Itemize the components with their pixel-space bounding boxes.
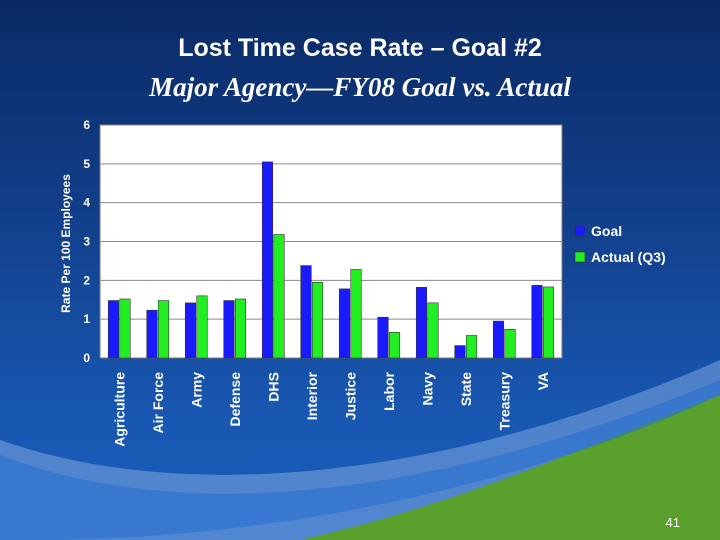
y-tick-label: 3 xyxy=(83,235,90,249)
bar-actual xyxy=(196,295,208,359)
bar-goal xyxy=(377,316,389,359)
y-tick-label: 6 xyxy=(83,118,90,132)
bar-actual xyxy=(350,269,362,359)
bar-actual xyxy=(234,298,247,359)
legend-swatch-goal xyxy=(574,225,586,237)
bar-actual xyxy=(119,298,131,359)
slide-subtitle: Major Agency—FY08 Goal vs. Actual xyxy=(149,72,571,102)
y-tick-label: 2 xyxy=(83,273,90,287)
bar-goal xyxy=(184,302,197,359)
swoosh-green-band xyxy=(300,395,720,540)
bar-goal xyxy=(492,320,505,359)
bar-actual xyxy=(427,302,439,359)
y-tick-label: 4 xyxy=(83,196,90,210)
bar-goal xyxy=(107,300,120,359)
gridlines xyxy=(100,124,562,320)
x-tick-label: Defense xyxy=(227,372,243,427)
bar-actual xyxy=(273,234,285,359)
x-tick-label: Army xyxy=(188,372,204,408)
y-axis-label: Rate Per 100 Employees xyxy=(59,174,73,313)
bar-actual xyxy=(311,281,324,359)
bar-goal xyxy=(531,285,543,359)
x-tick-label: State xyxy=(458,372,474,406)
legend-label-goal: Goal xyxy=(591,223,622,239)
bar-goal xyxy=(146,309,158,359)
bar-goal xyxy=(415,287,428,359)
x-tick-label: Interior xyxy=(304,371,320,420)
bars xyxy=(107,161,555,359)
y-axis-ticks: 0 1 2 3 4 5 6 xyxy=(83,118,90,365)
bar-goal xyxy=(300,265,312,359)
bar-goal xyxy=(261,161,274,359)
y-tick-label: 5 xyxy=(83,157,90,171)
x-tick-label: Air Force xyxy=(150,372,166,434)
bar-goal xyxy=(223,300,235,359)
x-tick-label: VA xyxy=(535,372,551,390)
y-tick-label: 1 xyxy=(83,312,90,326)
slide-title: Lost Time Case Rate – Goal #2 xyxy=(178,34,542,62)
legend-swatch-actual xyxy=(574,251,586,263)
x-tick-label: DHS xyxy=(265,372,281,402)
x-tick-label: Navy xyxy=(419,372,435,406)
x-tick-label: Treasury xyxy=(496,372,512,431)
bar-actual xyxy=(504,328,516,359)
x-axis-labels: Agriculture Air Force Army Defense DHS Interi… xyxy=(111,371,551,446)
legend: Goal Actual (Q3) xyxy=(574,223,666,265)
bar-actual xyxy=(542,286,555,359)
bar-actual xyxy=(157,300,170,359)
x-tick-label: Justice xyxy=(342,372,358,420)
swoosh-blue-band xyxy=(0,380,720,540)
bar-actual xyxy=(465,335,478,359)
page-number: 41 xyxy=(665,515,680,530)
x-tick-label: Labor xyxy=(381,371,397,410)
bar-goal xyxy=(338,288,351,359)
legend-label-actual: Actual (Q3) xyxy=(591,249,666,265)
bar-goal xyxy=(454,345,466,359)
bar-actual xyxy=(388,332,401,359)
y-tick-label: 0 xyxy=(83,351,90,365)
x-tick-label: Agriculture xyxy=(111,372,127,447)
